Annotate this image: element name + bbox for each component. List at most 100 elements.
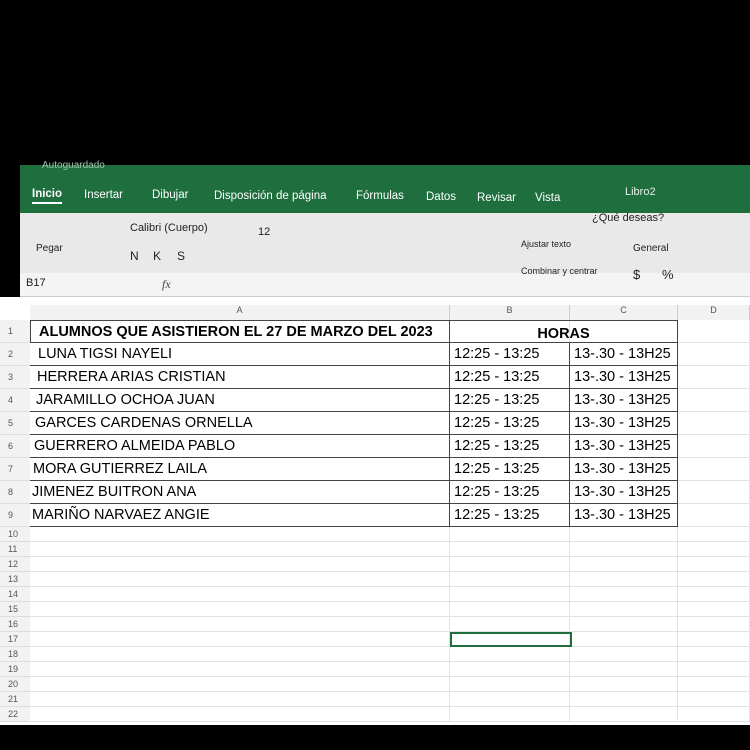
ribbon-tab[interactable]: Insertar bbox=[84, 188, 123, 201]
toolbar-currency[interactable]: $ bbox=[633, 267, 641, 282]
autosave-label: Autoguardado bbox=[42, 160, 105, 171]
ribbon-tab[interactable]: Vista bbox=[535, 192, 561, 205]
cell bbox=[678, 343, 750, 366]
data-cell: GUERRERO ALMEIDA PABLO bbox=[30, 435, 450, 458]
cell bbox=[570, 527, 678, 542]
cell bbox=[678, 458, 750, 481]
ribbon-tab[interactable]: Dibujar bbox=[152, 189, 189, 202]
cell bbox=[570, 557, 678, 572]
data-cell: 13-.30 - 13H25 bbox=[570, 389, 678, 412]
toolbar-format[interactable]: General bbox=[633, 243, 669, 254]
ribbon-tab[interactable]: Inicio bbox=[32, 188, 63, 204]
cell bbox=[30, 662, 450, 677]
cell bbox=[450, 647, 570, 662]
search-box[interactable]: ¿Qué deseas? bbox=[592, 212, 665, 224]
row-header: 7 bbox=[0, 458, 30, 481]
toolbar-font[interactable]: Calibri (Cuerpo) bbox=[130, 222, 208, 234]
toolbar-merge[interactable]: Combinar y centrar bbox=[521, 266, 598, 276]
grid-area bbox=[0, 297, 750, 725]
cell bbox=[678, 504, 750, 527]
cell bbox=[570, 542, 678, 557]
data-cell: JIMENEZ BUITRON ANA bbox=[30, 481, 450, 504]
row-header: 18 bbox=[0, 647, 30, 662]
cell bbox=[450, 677, 570, 692]
row-header: 6 bbox=[0, 435, 30, 458]
cell bbox=[570, 647, 678, 662]
cell bbox=[570, 707, 678, 722]
row-header: 2 bbox=[0, 343, 30, 366]
ribbon-tab[interactable]: Disposición de página bbox=[214, 189, 327, 202]
ribbon-tab[interactable]: Fórmulas bbox=[356, 190, 404, 203]
cell bbox=[570, 662, 678, 677]
cell bbox=[678, 572, 750, 587]
selected-cell[interactable] bbox=[450, 632, 572, 647]
cell bbox=[570, 677, 678, 692]
row-header: 21 bbox=[0, 692, 30, 707]
cell bbox=[450, 707, 570, 722]
column-header: D bbox=[678, 305, 750, 320]
cell bbox=[678, 412, 750, 435]
row-header: 16 bbox=[0, 617, 30, 632]
toolbar-underline[interactable]: S bbox=[177, 249, 186, 263]
cell bbox=[30, 587, 450, 602]
cell bbox=[450, 527, 570, 542]
toolbar bbox=[20, 213, 750, 273]
cell bbox=[30, 527, 450, 542]
cell bbox=[570, 587, 678, 602]
column-header: C bbox=[570, 305, 678, 320]
fx-label: fx bbox=[162, 277, 171, 291]
data-cell: MARIÑO NARVAEZ ANGIE bbox=[30, 504, 450, 527]
data-cell: 13-.30 - 13H25 bbox=[570, 412, 678, 435]
name-box[interactable]: B17 bbox=[26, 277, 46, 289]
cell bbox=[450, 662, 570, 677]
data-cell: 13-.30 - 13H25 bbox=[570, 481, 678, 504]
data-cell: LUNA TIGSI NAYELI bbox=[30, 343, 450, 366]
toolbar-percent[interactable]: % bbox=[662, 267, 674, 282]
data-cell: 12:25 - 13:25 bbox=[450, 458, 570, 481]
cell bbox=[678, 481, 750, 504]
toolbar-size[interactable]: 12 bbox=[258, 226, 271, 238]
cell bbox=[678, 617, 750, 632]
cell bbox=[450, 587, 570, 602]
ribbon-header bbox=[20, 165, 750, 213]
cell bbox=[450, 617, 570, 632]
cell bbox=[30, 677, 450, 692]
cell bbox=[678, 587, 750, 602]
row-header: 3 bbox=[0, 366, 30, 389]
cell bbox=[30, 692, 450, 707]
data-cell: 13-.30 - 13H25 bbox=[570, 343, 678, 366]
data-cell: JARAMILLO OCHOA JUAN bbox=[30, 389, 450, 412]
data-cell: GARCES CARDENAS ORNELLA bbox=[30, 412, 450, 435]
cell bbox=[678, 692, 750, 707]
cell bbox=[30, 617, 450, 632]
cell bbox=[678, 647, 750, 662]
cell bbox=[450, 557, 570, 572]
toolbar-italic[interactable]: K bbox=[153, 249, 162, 263]
cell bbox=[450, 542, 570, 557]
cell bbox=[678, 602, 750, 617]
toolbar-bold[interactable]: N bbox=[130, 249, 139, 263]
ribbon-tab[interactable]: Revisar bbox=[477, 191, 516, 204]
cell bbox=[30, 707, 450, 722]
data-cell: 13-.30 - 13H25 bbox=[570, 366, 678, 389]
row-header: 8 bbox=[0, 481, 30, 504]
row-header: 1 bbox=[0, 320, 30, 343]
cell bbox=[450, 692, 570, 707]
cell bbox=[30, 647, 450, 662]
cell bbox=[678, 542, 750, 557]
data-cell: 12:25 - 13:25 bbox=[450, 343, 570, 366]
cell bbox=[570, 632, 678, 647]
cell bbox=[678, 527, 750, 542]
data-cell: 12:25 - 13:25 bbox=[450, 389, 570, 412]
cell bbox=[678, 707, 750, 722]
row-header: 20 bbox=[0, 677, 30, 692]
column-header: B bbox=[450, 305, 570, 320]
toolbar-paste[interactable]: Pegar bbox=[36, 243, 63, 254]
data-cell: 12:25 - 13:25 bbox=[450, 435, 570, 458]
row-header: 5 bbox=[0, 412, 30, 435]
cell bbox=[30, 602, 450, 617]
cell bbox=[678, 366, 750, 389]
toolbar-wrap[interactable]: Ajustar texto bbox=[521, 239, 572, 249]
ribbon-tab[interactable]: Datos bbox=[426, 191, 457, 203]
